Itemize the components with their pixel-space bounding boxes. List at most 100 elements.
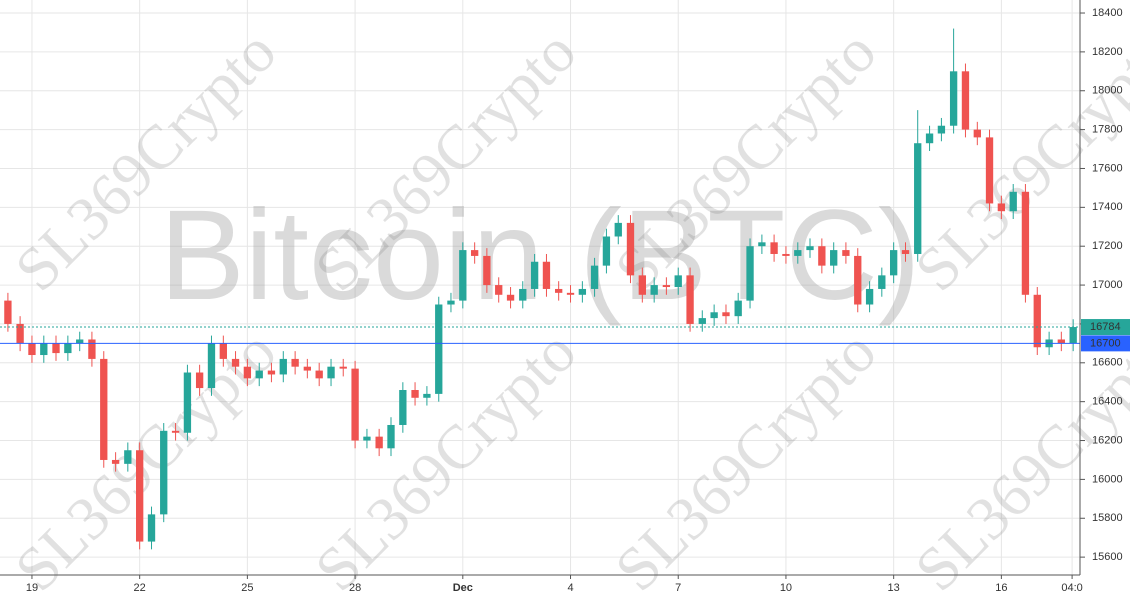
candle-body: [16, 323, 24, 344]
candle-body: [1069, 327, 1077, 344]
candle-body: [147, 514, 156, 542]
watermark-title: Bitcoin (BTC): [160, 184, 921, 327]
candle-body: [519, 288, 527, 301]
watermark: SL369Crypto: [603, 318, 890, 600]
candle-body: [195, 372, 204, 389]
candle-body: [842, 250, 850, 256]
candle-body: [555, 288, 563, 293]
candle-body: [459, 250, 467, 301]
candle-body: [590, 265, 599, 289]
candle-body: [830, 250, 838, 266]
last-price-label: 16784: [1090, 321, 1121, 333]
candle-body: [339, 366, 347, 369]
y-tick-label: 15600: [1092, 551, 1123, 563]
grid: [0, 0, 1080, 575]
candle-body: [124, 450, 132, 464]
candle-body: [722, 312, 730, 317]
candle-body: [686, 275, 694, 324]
candle-body: [411, 390, 419, 398]
candle-body: [375, 436, 383, 449]
candle-body: [506, 294, 515, 301]
candle-body: [399, 390, 407, 425]
candle-body: [937, 125, 946, 134]
candle-body: [734, 300, 742, 317]
candle-body: [111, 459, 120, 464]
x-tick-label: 7: [675, 582, 681, 594]
candle-body: [447, 300, 455, 305]
y-tick-label: 16200: [1092, 434, 1123, 446]
candle-body: [219, 343, 227, 359]
candle-body: [674, 275, 682, 288]
x-tick-label: 13: [888, 582, 900, 594]
candle-body: [315, 370, 323, 379]
y-tick-label: 18000: [1092, 85, 1123, 97]
y-tick-label: 17600: [1092, 162, 1123, 174]
candle-body: [435, 304, 443, 394]
candle-body: [88, 339, 96, 359]
candle-body: [925, 133, 934, 144]
candle-body: [231, 358, 240, 367]
candle-body: [710, 312, 718, 319]
watermark: SL369Crypto: [903, 18, 1130, 305]
candle-body: [171, 430, 180, 433]
candle-body: [650, 285, 658, 295]
candle-body: [470, 250, 479, 256]
y-tick-label: 17400: [1092, 201, 1123, 213]
candle-body: [542, 261, 551, 289]
candle-body: [782, 253, 790, 256]
watermark: SL369Crypto: [3, 318, 290, 600]
y-tick-label: 17800: [1092, 124, 1123, 136]
candle-body: [746, 246, 754, 301]
axes: 1560015800160001620016400166001680017000…: [26, 7, 1130, 594]
candle-body: [566, 292, 575, 295]
candle-body: [530, 261, 539, 289]
candle-body: [854, 255, 862, 305]
candle-body: [279, 358, 287, 375]
y-tick-label: 18400: [1092, 7, 1123, 19]
candle-body: [160, 430, 168, 515]
x-tick-label: 28: [349, 582, 361, 594]
candle-body: [985, 137, 994, 204]
candle-body: [303, 366, 312, 371]
candle-body: [878, 275, 886, 289]
candle-body: [4, 300, 12, 324]
price-line-box: [1081, 335, 1130, 352]
candle-body: [949, 71, 958, 126]
y-tick-label: 16000: [1092, 473, 1123, 485]
candle-body: [997, 203, 1006, 212]
y-tick-label: 17000: [1092, 279, 1123, 291]
candle-body: [614, 222, 622, 237]
candle-body: [291, 358, 299, 367]
candle-body: [1057, 339, 1065, 344]
candle-body: [183, 372, 192, 433]
candle-body: [483, 255, 491, 286]
candle-body: [973, 129, 981, 138]
candle-body: [267, 370, 276, 375]
watermark: SL369Crypto: [303, 318, 590, 600]
plot: [0, 28, 1080, 550]
x-tick-label: 22: [134, 582, 146, 594]
candle-body: [1021, 191, 1030, 295]
candle-body: [638, 275, 646, 295]
x-tick-label: 10: [780, 582, 792, 594]
candle-body: [495, 285, 503, 295]
candle-body: [806, 246, 814, 251]
candle-body: [770, 242, 778, 254]
candle-body: [136, 450, 144, 542]
candle-body: [698, 318, 706, 324]
candle-body: [387, 424, 395, 449]
x-tick-label: Dec: [453, 582, 473, 594]
candle-body: [76, 339, 84, 344]
candle-body: [64, 343, 72, 354]
candle-body: [662, 285, 671, 288]
y-tick-label: 18200: [1092, 46, 1123, 58]
candle-body: [28, 343, 36, 356]
candle-body: [327, 366, 335, 379]
candle-body: [243, 366, 252, 379]
candle-body: [1033, 294, 1041, 348]
candle-body: [351, 368, 359, 441]
candle-body: [626, 222, 635, 276]
x-tick-label: 04:0: [1061, 582, 1082, 594]
watermarks: Bitcoin (BTC) SL369Crypto SL369Crypto SL36…: [3, 18, 1130, 600]
